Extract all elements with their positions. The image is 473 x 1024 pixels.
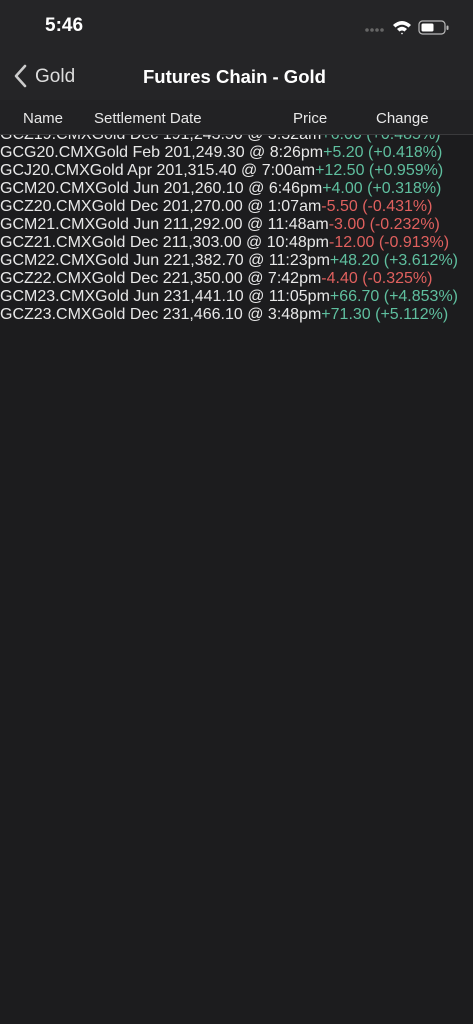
- change: +66.70 (+4.853%): [329, 288, 458, 305]
- symbol: GCM20.CMX: [0, 180, 96, 197]
- table-row[interactable]: GCZ20.CMXGold Dec 201,270.00 @ 1:07am-5.…: [0, 198, 473, 216]
- settlement-date: Gold Dec 22: [91, 270, 181, 287]
- column-header[interactable]: Settlement Date: [94, 110, 202, 127]
- settlement-date: Gold Jun 23: [95, 288, 182, 305]
- settlement-date: Gold Jun 22: [95, 252, 182, 269]
- table-row[interactable]: GCZ21.CMXGold Dec 211,303.00 @ 10:48pm-1…: [0, 234, 473, 252]
- table-header: Name Settlement Date Price Change: [0, 100, 473, 135]
- settlement-date: Gold Jun 21: [95, 216, 181, 233]
- column-header[interactable]: Price: [293, 110, 328, 127]
- table-row[interactable]: GCZ22.CMXGold Dec 221,350.00 @ 7:42pm-4.…: [0, 270, 473, 288]
- settlement-date: Gold Dec 21: [91, 234, 180, 251]
- back-chevron[interactable]: [14, 64, 28, 88]
- symbol: GCM23.CMX: [0, 288, 96, 305]
- table-row[interactable]: GCJ20.CMXGold Apr 201,315.40 @ 7:00am+12…: [0, 162, 473, 180]
- table-row[interactable]: GCM20.CMXGold Jun 201,260.10 @ 6:46pm+4.…: [0, 180, 473, 198]
- back-button[interactable]: Gold: [35, 66, 76, 87]
- price: 1,350.00 @ 7:42pm: [180, 270, 322, 287]
- change: -4.40 (-0.325%): [321, 270, 433, 287]
- settlement-date: Gold Jun 20: [95, 180, 182, 197]
- change: +4.00 (+0.318%): [322, 180, 442, 197]
- price: 1,260.10 @ 6:46pm: [181, 180, 323, 197]
- symbol: GCZ23.CMX: [0, 306, 92, 323]
- symbol: GCJ20.CMX: [0, 162, 90, 179]
- price: 1,382.70 @ 11:23pm: [181, 252, 330, 269]
- status-icons: [365, 20, 449, 35]
- change: -5.50 (-0.431%): [321, 198, 433, 215]
- symbol: GCG20.CMX: [0, 144, 95, 161]
- change: +71.30 (+5.112%): [321, 306, 449, 323]
- change: +5.20 (+0.418%): [323, 144, 443, 161]
- symbol: GCM22.CMX: [0, 252, 96, 269]
- table-row[interactable]: GCM22.CMXGold Jun 221,382.70 @ 11:23pm+4…: [0, 252, 473, 270]
- change: +48.20 (+3.612%): [329, 252, 458, 269]
- change: +12.50 (+0.959%): [315, 162, 444, 179]
- nav-bar: 5:46 Gold Futures Chain - Gold: [0, 0, 473, 100]
- settlement-date: Gold Dec 20: [91, 198, 181, 215]
- price: 1,270.00 @ 1:07am: [180, 198, 322, 215]
- settlement-date: Gold Apr 20: [89, 162, 175, 179]
- price: 1,292.00 @ 11:48am: [180, 216, 329, 233]
- table-row[interactable]: GCZ23.CMXGold Dec 231,466.10 @ 3:48pm+71…: [0, 306, 473, 324]
- price: 1,466.10 @ 3:48pm: [180, 306, 322, 323]
- change: -3.00 (-0.232%): [328, 216, 440, 233]
- price: 1,315.40 @ 7:00am: [174, 162, 316, 179]
- change: -12.00 (-0.913%): [329, 234, 450, 251]
- column-header[interactable]: Name: [23, 110, 64, 127]
- symbol: GCZ21.CMX: [0, 234, 92, 251]
- column-header[interactable]: Change: [376, 110, 429, 127]
- nav-title: Futures Chain - Gold: [143, 66, 326, 87]
- settlement-date: Gold Feb 20: [94, 144, 183, 161]
- price: 1,441.10 @ 11:05pm: [181, 288, 330, 305]
- settlement-date: Gold Dec 23: [91, 306, 181, 323]
- symbol: GCM21.CMX: [0, 216, 96, 233]
- symbol: GCZ22.CMX: [0, 270, 92, 287]
- table-row[interactable]: GCM23.CMXGold Jun 231,441.10 @ 11:05pm+6…: [0, 288, 473, 306]
- price: 1,249.30 @ 8:26pm: [182, 144, 324, 161]
- table-row[interactable]: GCM21.CMXGold Jun 211,292.00 @ 11:48am-3…: [0, 216, 473, 234]
- symbol: GCZ20.CMX: [0, 198, 92, 215]
- table-row[interactable]: GCG20.CMXGold Feb 201,249.30 @ 8:26pm+5.…: [0, 144, 473, 162]
- price: 1,303.00 @ 10:48pm: [179, 234, 330, 251]
- status-time: 5:46: [45, 15, 84, 36]
